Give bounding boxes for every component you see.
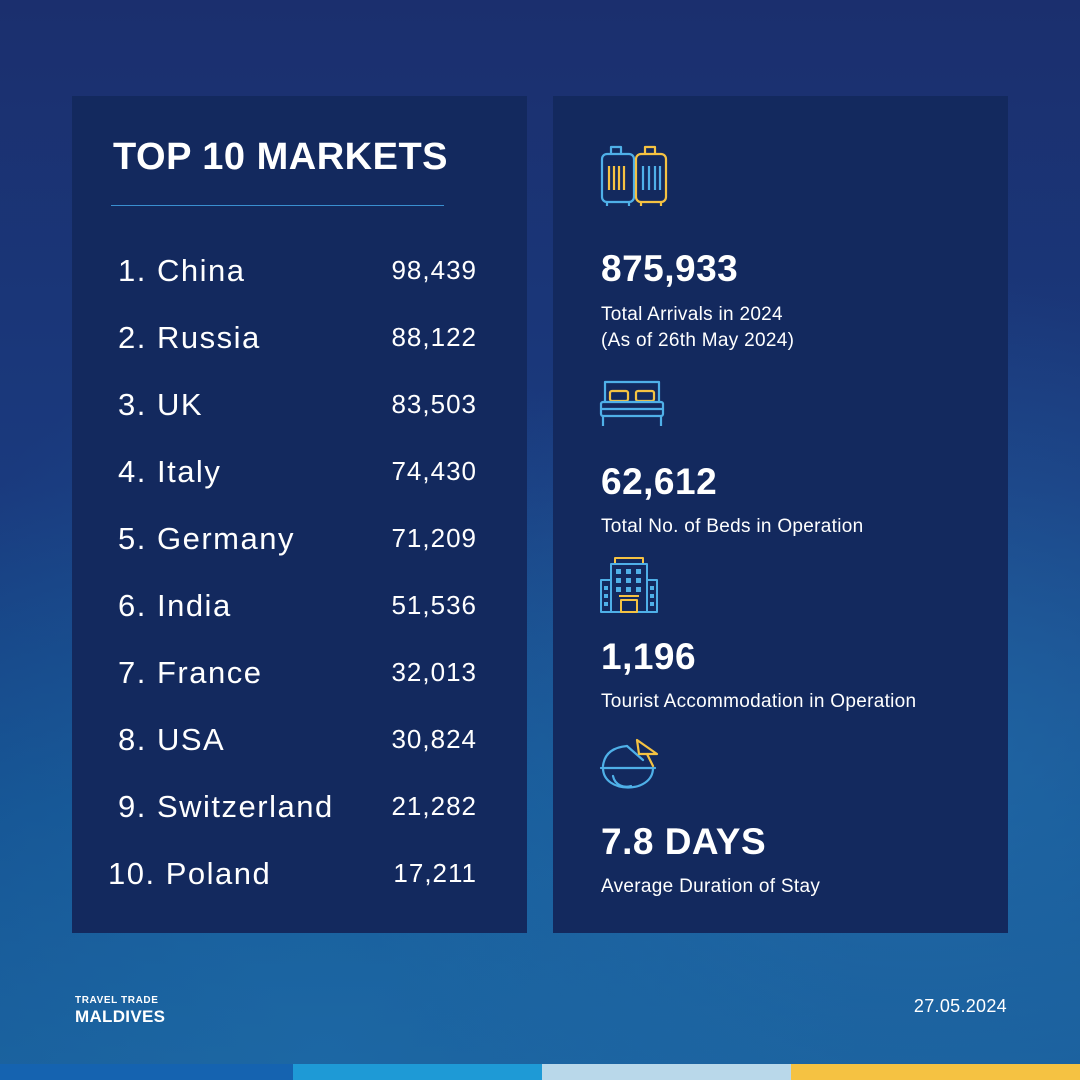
market-row: 5. Germany 71,209 <box>72 521 527 561</box>
title-divider <box>111 205 444 206</box>
market-row: 8. USA 30,824 <box>72 722 527 762</box>
stat-label-line: (As of 26th May 2024) <box>601 330 795 351</box>
market-value: 74,430 <box>391 456 477 486</box>
market-name: 3. UK <box>118 387 204 422</box>
market-name: 2. Russia <box>118 320 261 355</box>
color-strip-segment <box>0 1064 293 1080</box>
market-row: 4. Italy 74,430 <box>72 454 527 494</box>
hotel-building-icon <box>600 557 658 613</box>
top-markets-title: TOP 10 MARKETS <box>113 136 449 178</box>
market-value: 32,013 <box>391 657 477 687</box>
brand-logo: TRAVEL TRADE MALDIVES <box>75 995 166 1026</box>
post-date: 27.05.2024 <box>913 996 1007 1016</box>
stat-label-line: Tourist Accommodation in Operation <box>601 691 917 712</box>
market-row: 3. UK 83,503 <box>72 387 527 427</box>
market-value: 21,282 <box>391 791 477 821</box>
market-value: 17,211 <box>393 858 477 888</box>
market-value: 30,824 <box>391 724 477 754</box>
stat-label-line: Average Duration of Stay <box>601 876 821 897</box>
stat-label-line: Total Arrivals in 2024 <box>601 304 783 325</box>
market-name: 5. Germany <box>118 521 295 556</box>
key-stats-panel: 875,933 Total Arrivals in 2024 (As of 26… <box>553 96 1008 933</box>
market-value: 71,209 <box>391 523 477 553</box>
market-row: 10. Poland 17,211 <box>72 856 527 896</box>
stat-label: Total Arrivals in 2024 (As of 26th May 2… <box>601 302 794 354</box>
market-row: 1. China 98,439 <box>72 253 527 293</box>
market-name: 4. Italy <box>118 454 222 489</box>
market-row: 7. France 32,013 <box>72 655 527 695</box>
market-value: 98,439 <box>391 255 477 285</box>
stat-value: 1,196 <box>601 636 697 677</box>
market-name: 7. France <box>118 655 263 690</box>
market-name: 10. Poland <box>108 856 272 891</box>
bed-icon <box>599 380 665 426</box>
market-row: 2. Russia 88,122 <box>72 320 527 360</box>
stat-value: 62,612 <box>601 461 718 502</box>
market-row: 6. India 51,536 <box>72 588 527 628</box>
market-name: 6. India <box>118 588 232 623</box>
market-name: 1. China <box>118 253 246 288</box>
market-value: 88,122 <box>391 322 477 352</box>
stat-label: Average Duration of Stay <box>601 874 820 900</box>
stat-label: Total No. of Beds in Operation <box>601 514 863 540</box>
brand-line-1: TRAVEL TRADE <box>75 995 159 1006</box>
color-strip-segment <box>293 1064 542 1080</box>
luggage-icon <box>600 145 668 206</box>
market-name: 8. USA <box>118 722 226 757</box>
color-strip-segment <box>791 1064 1080 1080</box>
stat-value: 875,933 <box>601 248 739 289</box>
top-markets-panel: TOP 10 MARKETS 1. China 98,439 2. Russia… <box>72 96 527 933</box>
coconut-drink-icon <box>599 738 659 789</box>
stat-label: Tourist Accommodation in Operation <box>601 689 916 715</box>
stat-label-line: Total No. of Beds in Operation <box>601 516 864 537</box>
market-name: 9. Switzerland <box>118 789 334 824</box>
stat-value: 7.8 DAYS <box>601 821 767 862</box>
market-value: 83,503 <box>391 389 477 419</box>
market-row: 9. Switzerland 21,282 <box>72 789 527 829</box>
market-value: 51,536 <box>391 590 477 620</box>
color-strip-segment <box>542 1064 791 1080</box>
brand-line-2: MALDIVES <box>75 1007 166 1026</box>
